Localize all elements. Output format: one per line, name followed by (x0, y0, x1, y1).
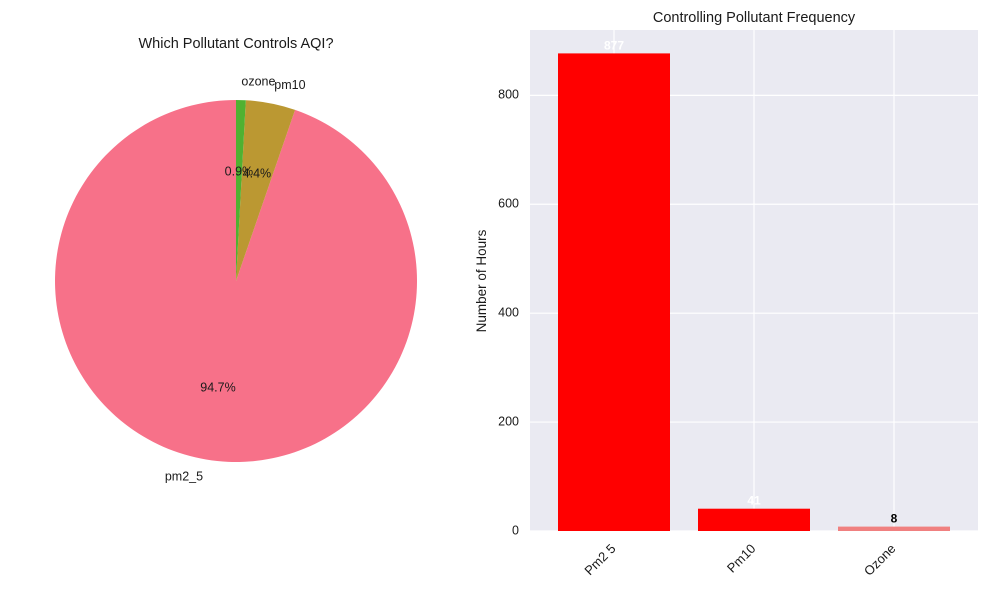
y-tick-label: 400 (498, 305, 519, 319)
pie-title: Which Pollutant Controls AQI? (138, 36, 333, 52)
bar-value-label: 877 (604, 38, 624, 52)
bars (558, 53, 950, 532)
pie-chart: Which Pollutant Controls AQI? pm2_5 94.7%… (55, 36, 418, 484)
bar-chart-title: Controlling Pollutant Frequency (653, 10, 856, 26)
pie-label-pm10: pm10 (274, 78, 305, 92)
pie-pct-pm2-5: 94.7% (200, 380, 235, 394)
y-tick-label: 200 (498, 414, 519, 428)
pie-pct-pm10: 4.4% (243, 167, 272, 181)
y-axis-label: Number of Hours (474, 229, 489, 332)
bar-ozone (838, 526, 950, 531)
bar-value-label: 8 (891, 512, 898, 526)
pie-slice-pm10 (236, 100, 296, 282)
x-tick-label: Pm2 5 (581, 541, 618, 578)
pie-pct-ozone: 0.9% (225, 165, 254, 179)
y-tick-label: 800 (498, 88, 519, 102)
y-tick-label: 0 (512, 523, 519, 537)
bar-value-labels: 877 41 8 (604, 38, 898, 525)
y-tick-labels: 0 200 400 600 800 (498, 88, 519, 538)
bar-chart: 0 200 400 600 800 Pm2 5 Pm10 Ozone 877 41 8 Cont… (474, 10, 978, 579)
pie-label-pm2-5: pm2_5 (165, 470, 203, 484)
y-tick-label: 600 (498, 197, 519, 211)
bar-value-label: 41 (747, 494, 761, 508)
pie-labels: pm2_5 94.7% pm10 4.4% ozone 0.9% (165, 74, 306, 483)
pie-slice-ozone (236, 100, 246, 281)
pie-slice-pm2-5 (55, 100, 418, 462)
bar-pm2-5 (558, 53, 670, 532)
bar-pm10 (698, 508, 810, 531)
pie-label-ozone: ozone (241, 74, 275, 88)
x-tick-label: Ozone (861, 541, 899, 579)
x-tick-label: Pm10 (724, 541, 759, 576)
pie-slices (55, 100, 418, 462)
x-tick-labels: Pm2 5 Pm10 Ozone (581, 541, 898, 579)
